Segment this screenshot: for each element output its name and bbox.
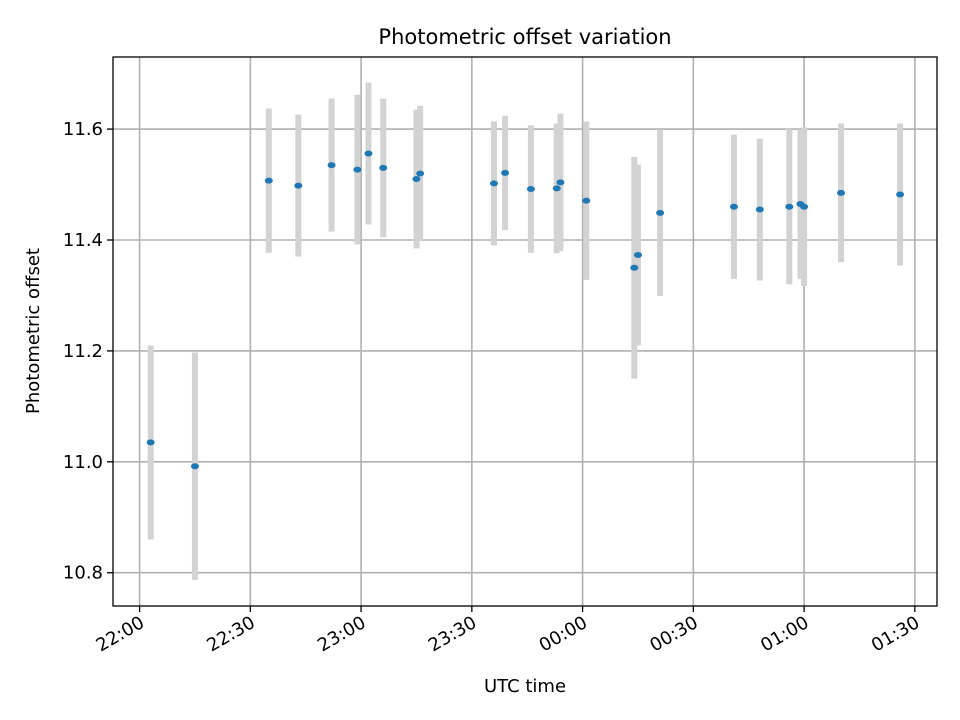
data-point: [729, 203, 738, 210]
plot-area-frame: [112, 56, 938, 607]
data-point: [264, 177, 273, 184]
y-tick-label: 10.8: [63, 563, 103, 584]
y-axis-label: Photometric offset: [23, 248, 44, 414]
data-point: [837, 189, 846, 196]
data-point: [582, 197, 591, 204]
chart-title: Photometric offset variation: [378, 25, 671, 49]
data-point: [190, 463, 199, 470]
y-tick-label: 11.4: [63, 230, 103, 251]
data-point: [755, 206, 764, 213]
y-axis-ticks: 10.8 11.0 11.2 11.4 11.6: [63, 119, 113, 584]
data-point: [327, 162, 336, 169]
data-point: [412, 176, 421, 182]
data-point: [552, 185, 561, 192]
data-point: [656, 209, 665, 216]
data-point: [489, 180, 498, 187]
y-tick-label: 11.2: [63, 341, 103, 362]
x-axis-label: UTC time: [484, 676, 566, 697]
data-point: [800, 203, 809, 210]
data-point: [501, 169, 510, 176]
data-point: [785, 203, 794, 210]
data-point: [896, 191, 905, 198]
data-point: [556, 179, 565, 186]
data-point: [630, 264, 639, 271]
data-point: [146, 439, 155, 446]
data-point: [526, 185, 535, 192]
data-point: [294, 182, 303, 189]
data-point: [364, 150, 373, 157]
data-point: [353, 166, 362, 173]
y-tick-label: 11.0: [63, 452, 103, 473]
y-tick-label: 11.6: [63, 119, 103, 140]
data-point: [379, 164, 388, 171]
data-point: [416, 170, 425, 177]
point-layer: [146, 150, 905, 470]
data-point: [633, 251, 642, 258]
